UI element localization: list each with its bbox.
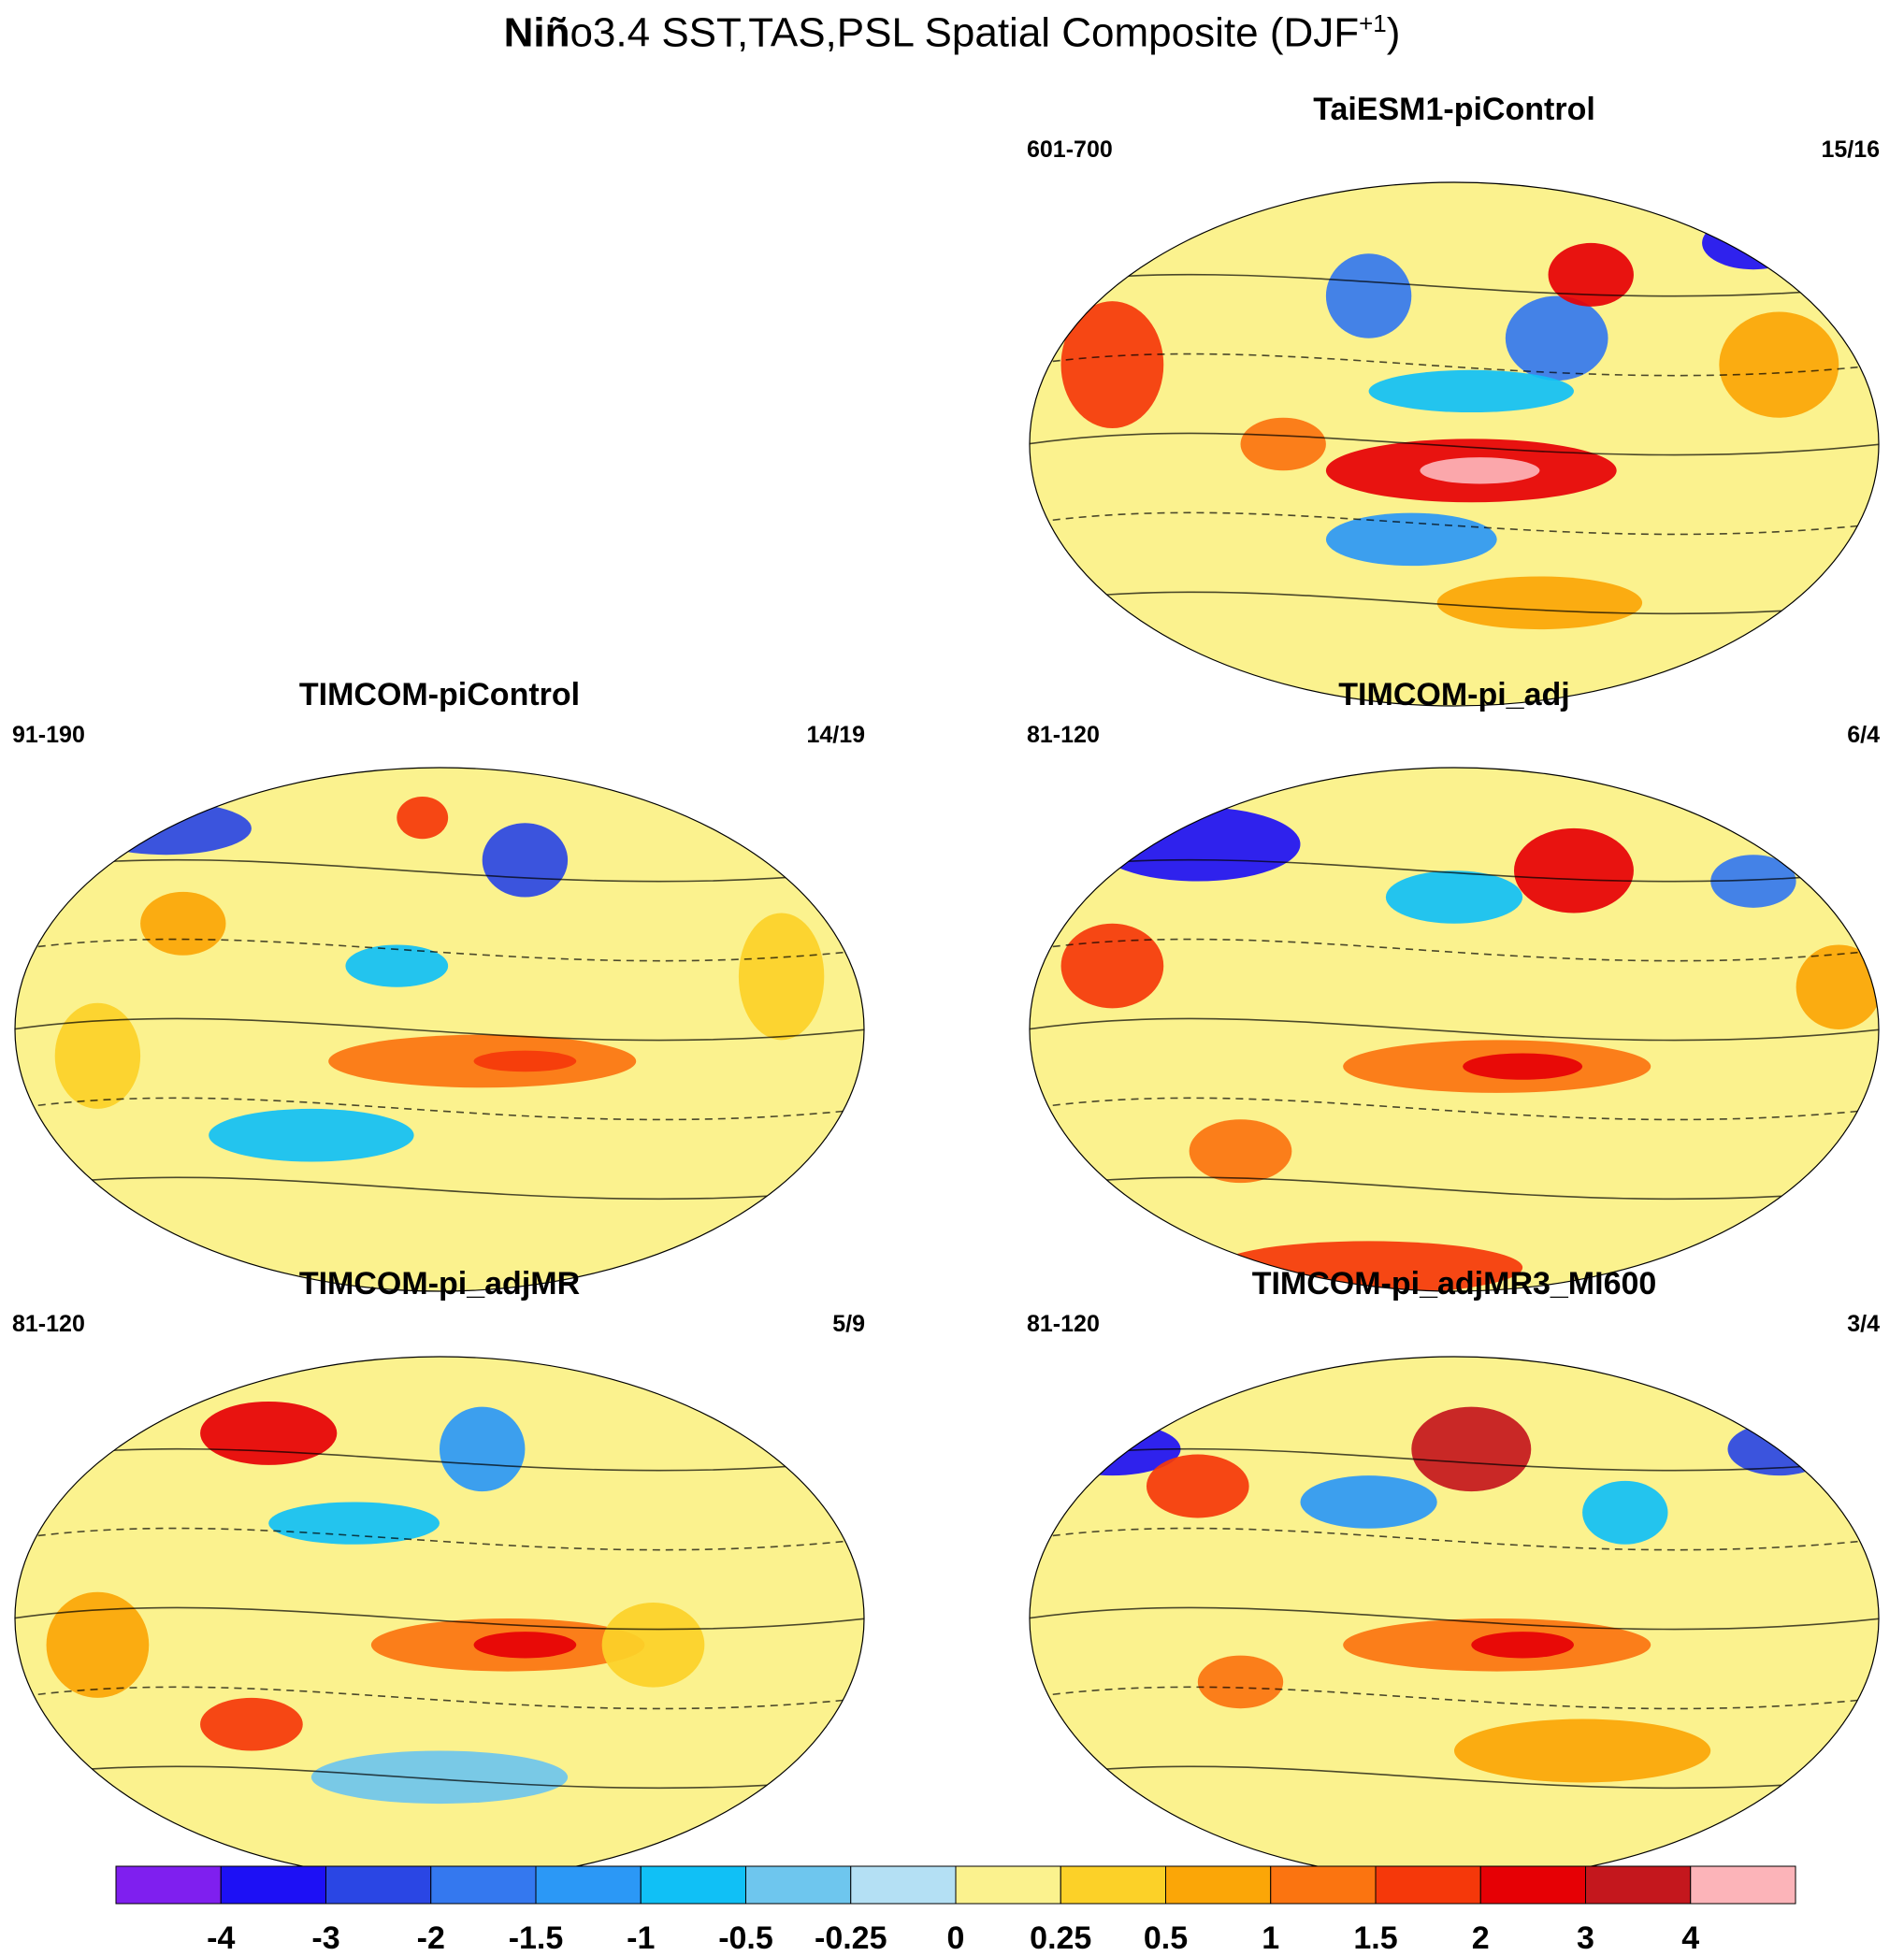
colorbar-tick-label: 4 [1681,1920,1699,1954]
anomaly-field [15,1357,864,1880]
global-map [1029,1356,1880,1881]
panel-title: TaiESM1-piControl [1313,92,1595,127]
colorbar-swatch [1585,1865,1692,1905]
panel-count: 5/9 [832,1311,865,1337]
colorbar-tick-label: 0 [947,1920,965,1954]
anomaly-field [1030,1357,1879,1880]
colorbar-swatch [955,1865,1061,1905]
colorbar-tick-label: -0.25 [815,1920,887,1954]
colorbar-swatch [1690,1865,1796,1905]
global-map [1029,181,1880,707]
figure-title-bold: Niñ [503,9,570,56]
colorbar-swatch [745,1865,852,1905]
colorbar-swatch [1479,1865,1586,1905]
panel-years: 81-120 [1027,1311,1100,1337]
figure-title: Niño3.4 SST,TAS,PSL Spatial Composite (D… [0,9,1904,57]
colorbar: -4 -3 -2 -1.5 -1 -0.5 -0.25 0 0.25 0.5 1 1.5 2 3 4 [115,1865,1796,1954]
colorbar-tick-label: 1 [1262,1920,1279,1954]
colorbar-swatch [1375,1865,1481,1905]
colorbar-tick-label: -2 [417,1920,445,1954]
panel-timcom-pi-adjmr: TIMCOM-pi_adjMR 81-120 5/9 [5,1266,874,1883]
colorbar-tick-label: -0.5 [718,1920,773,1954]
map-outline [14,767,865,1292]
colorbar-tick-label: -1 [627,1920,655,1954]
colorbar-swatch [1270,1865,1377,1905]
panel-years: 91-190 [12,722,85,748]
panel-count: 15/16 [1821,137,1880,163]
colorbar-swatch [220,1865,326,1905]
panel-timcom-pi-adjmr3-mi600: TIMCOM-pi_adjMR3_MI600 81-120 3/4 [1019,1266,1889,1883]
panel-years: 81-120 [12,1311,85,1337]
colorbar-swatch [1165,1865,1272,1905]
figure-title-superscript: +1 [1359,9,1387,37]
global-map [14,1356,865,1881]
colorbar-tick-label: -4 [207,1920,235,1954]
panel-timcom-pi-adj: TIMCOM-pi_adj 81-120 6/4 [1019,677,1889,1294]
global-map [1029,767,1880,1292]
colorbar-tick-label: 0.5 [1144,1920,1188,1954]
colorbar-swatch [1060,1865,1166,1905]
map-outline [1029,181,1880,707]
map-outline [1029,767,1880,1292]
panel-years: 601-700 [1027,137,1113,163]
anomaly-field [15,768,864,1291]
panel-count: 3/4 [1847,1311,1880,1337]
colorbar-swatch [115,1865,222,1905]
anomaly-field [1030,768,1879,1291]
panel-title: TIMCOM-pi_adjMR3_MI600 [1251,1266,1657,1302]
colorbar-tick-label: 1.5 [1353,1920,1397,1954]
colorbar-tick-label: 3 [1577,1920,1594,1954]
colorbar-swatch [535,1865,642,1905]
colorbar-tick-label: 2 [1472,1920,1490,1954]
panel-count: 14/19 [806,722,865,748]
colorbar-swatch [430,1865,537,1905]
global-map [14,767,865,1292]
figure-title-close: ) [1386,9,1401,56]
panel-years: 81-120 [1027,722,1100,748]
panel-title: TIMCOM-pi_adj [1338,677,1570,712]
panel-title: TIMCOM-piControl [298,677,581,712]
colorbar-swatch [640,1865,746,1905]
colorbar-swatch [850,1865,957,1905]
panel-taiesm1: TaiESM1-piControl 601-700 15/16 [1019,92,1889,709]
panel-title: TIMCOM-pi_adjMR [298,1266,581,1302]
panel-timcom-picontrol: TIMCOM-piControl 91-190 14/19 [5,677,874,1294]
colorbar-tick-label: 0.25 [1030,1920,1091,1954]
colorbar-swatch [325,1865,432,1905]
figure-title-text: o3.4 SST,TAS,PSL Spatial Composite (DJF [570,9,1360,56]
colorbar-tick-label: -1.5 [509,1920,564,1954]
panel-count: 6/4 [1847,722,1880,748]
colorbar-tick-label: -3 [311,1920,339,1954]
